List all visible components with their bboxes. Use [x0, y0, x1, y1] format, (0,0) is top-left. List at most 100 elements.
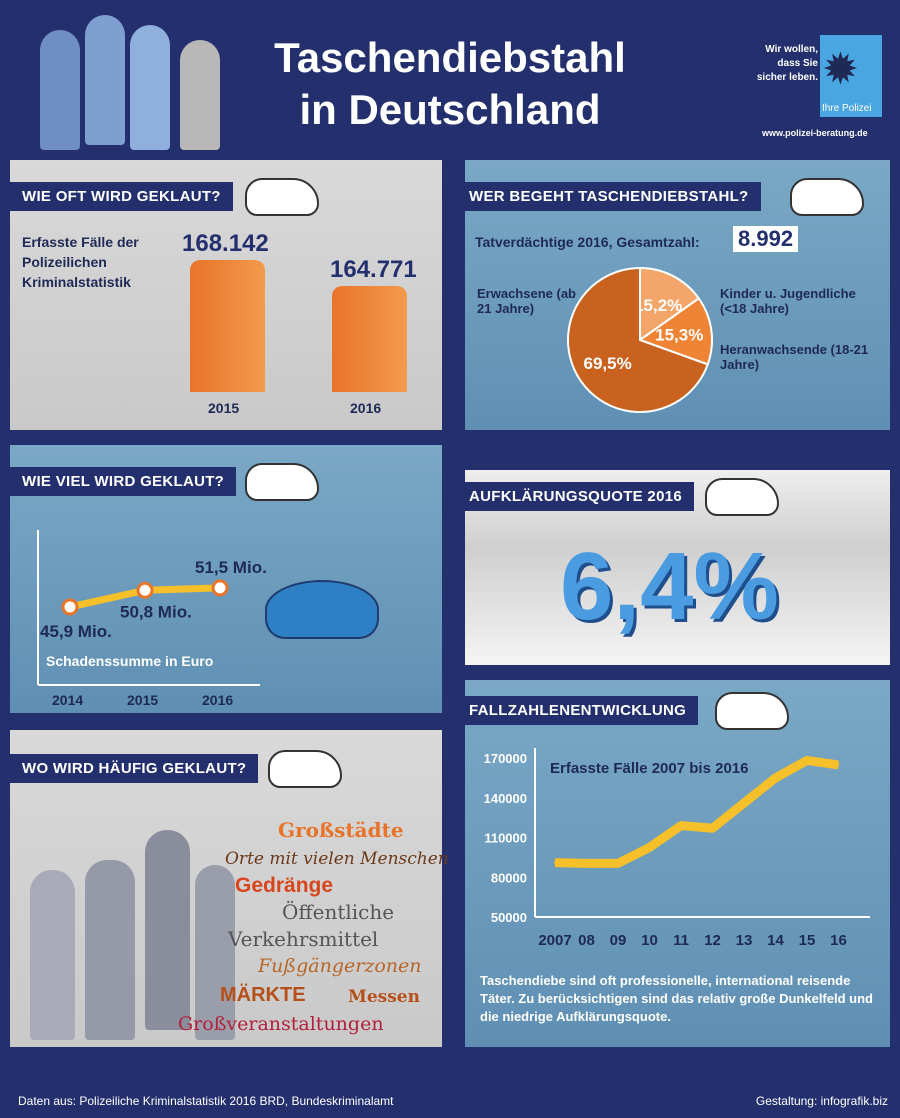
panel-how-often: WIE OFT WIRD GEKLAUT? Erfasste Fälle der… [10, 160, 442, 430]
y-tick: 140000 [484, 791, 527, 806]
bar-2015 [190, 260, 265, 392]
chart-caption: Schadenssumme in Euro [46, 653, 214, 669]
pie-label: 15,3% [655, 326, 703, 345]
y-tick: 110000 [484, 831, 527, 846]
trend-point [806, 759, 808, 762]
logo-text-3: sicher leben. [756, 72, 818, 83]
trend-line [554, 755, 840, 868]
trend-point [743, 802, 745, 805]
y-tick: 50000 [491, 910, 527, 925]
place-crush: Gedränge [235, 874, 334, 897]
place-cities: Großstädte [278, 818, 404, 842]
pie-label: 15,2% [634, 296, 682, 315]
total-value: 8.992 [733, 226, 799, 252]
logo-url: www.polizei-beratung.de [762, 128, 868, 138]
place-fairs: Messen [348, 987, 420, 1007]
bar-2016 [332, 286, 407, 392]
purse-icon [265, 580, 379, 639]
trend-point [774, 776, 777, 779]
pie-label: 69,5% [583, 354, 631, 373]
pie-slice [637, 297, 713, 366]
damage-point [211, 579, 229, 597]
bar-x-2016: 2016 [350, 400, 382, 416]
footer-credit: Gestaltung: infografik.biz [755, 1094, 888, 1108]
hand-icon [268, 750, 342, 788]
section-label: WIE OFT WIRD GEKLAUT? [10, 182, 233, 211]
section-label: WIE VIEL WIRD GEKLAUT? [10, 467, 237, 496]
pie-slice [567, 266, 710, 413]
footer-source: Daten aus: Polizeiliche Kriminalstatisti… [18, 1094, 394, 1108]
x-tick: 2016 [202, 692, 233, 708]
hand-icon [245, 463, 319, 501]
hand-icon [715, 692, 789, 730]
police-star-icon: ✹ [822, 45, 859, 94]
total-label: Tatverdächtige 2016, Gesamtzahl: [475, 234, 700, 250]
trend-point [585, 862, 588, 865]
damage-label: 45,9 Mio. [40, 622, 112, 641]
x-tick: 16 [830, 932, 847, 949]
bar-x-2015: 2015 [208, 400, 240, 416]
place-pedestrian-zones: Fußgängerzonen [258, 955, 422, 977]
panel-clearance: AUFKLÄRUNGSQUOTE 2016 6,4% [457, 470, 890, 665]
clearance-rate: 6,4% [560, 533, 779, 640]
trend-point [648, 846, 651, 849]
place-crowded-places: Orte mit vielen Menschen [225, 849, 449, 869]
x-tick: 2015 [127, 692, 158, 708]
trend-point [837, 763, 840, 766]
x-tick: 12 [704, 932, 721, 949]
x-tick: 14 [767, 932, 784, 949]
damage-label: 50,8 Mio. [120, 602, 192, 621]
people-silhouettes [40, 10, 230, 150]
bar-label-2016: 164.771 [330, 256, 417, 283]
panel-where: WO WIRD HÄUFIG GEKLAUT? Großstädte Orte … [10, 730, 449, 1047]
people-silhouettes [30, 830, 235, 1040]
section-label: WO WIRD HÄUFIG GEKLAUT? [10, 754, 259, 783]
x-tick: 2007 [538, 932, 571, 949]
legend-adults: Erwachsene (ab 21 Jahre) [477, 286, 576, 316]
legend-children: Kinder u. Jugendliche (<18 Jahre) [720, 286, 856, 316]
place-public: Öffentliche [282, 900, 395, 924]
legend-adolescents: Heranwachsende (18-21 Jahre) [720, 342, 869, 372]
panel-who: WER BEGEHT TASCHENDIEBSTAHL? Tatverdächt… [457, 160, 890, 430]
y-tick: 170000 [484, 751, 527, 766]
hand-icon [705, 478, 779, 516]
y-tick: 80000 [491, 870, 527, 885]
trend-point [554, 861, 556, 864]
panel-trend: FALLZAHLENENTWICKLUNG 170000 140000 110000… [457, 680, 890, 1047]
place-markets: MÄRKTE [220, 984, 306, 1006]
logo-text-1: Wir wollen, [765, 44, 818, 55]
panel-how-much: WIE VIEL WIRD GEKLAUT? 45,9 Mio. 2014 50,8… [10, 445, 442, 713]
hand-icon [245, 178, 319, 216]
place-transport: Verkehrsmittel [228, 927, 379, 951]
trend-note: Taschendiebe sind oft professionelle, in… [480, 973, 873, 1024]
polizei-logo: ✹ Wir wollen, dass Sie sicher leben. Ihr… [757, 35, 885, 120]
x-tick: 09 [610, 932, 627, 949]
trend-point [711, 827, 714, 830]
logo-text-2: dass Sie [777, 58, 818, 69]
x-tick: 13 [736, 932, 753, 949]
place-events: Großveranstaltungen [178, 1013, 384, 1035]
damage-point [136, 581, 154, 599]
x-tick: 08 [578, 932, 595, 949]
damage-label: 51,5 Mio. [195, 558, 267, 577]
title-line-1: Taschendiebstahl [274, 34, 626, 81]
trend-point [680, 824, 682, 827]
trend-point [617, 862, 619, 865]
chart-title: Erfasste Fälle 2007 bis 2016 [550, 760, 749, 777]
hand-icon [790, 178, 864, 216]
section-label: FALLZAHLENENTWICKLUNG [457, 696, 699, 725]
x-tick: 2014 [52, 692, 83, 708]
panel-description: Erfasste Fälle der Polizeilichen Krimina… [22, 234, 139, 290]
x-tick: 10 [641, 932, 658, 949]
x-tick: 15 [799, 932, 816, 949]
section-label: AUFKLÄRUNGSQUOTE 2016 [457, 482, 694, 511]
section-label: WER BEGEHT TASCHENDIEBSTAHL? [457, 182, 761, 211]
x-tick: 11 [673, 932, 689, 949]
title-line-2: in Deutschland [299, 86, 601, 133]
pie-slice [639, 266, 701, 342]
damage-chart: 45,9 Mio. 2014 50,8 Mio. 2015 51,5 Mio. 2016 [37, 530, 267, 708]
pie-chart: 15,2% 15,3% 69,5% [567, 266, 713, 413]
page-title: Taschendiebstahl in Deutschland [230, 32, 670, 136]
bar-label-2015: 168.142 [182, 230, 269, 257]
